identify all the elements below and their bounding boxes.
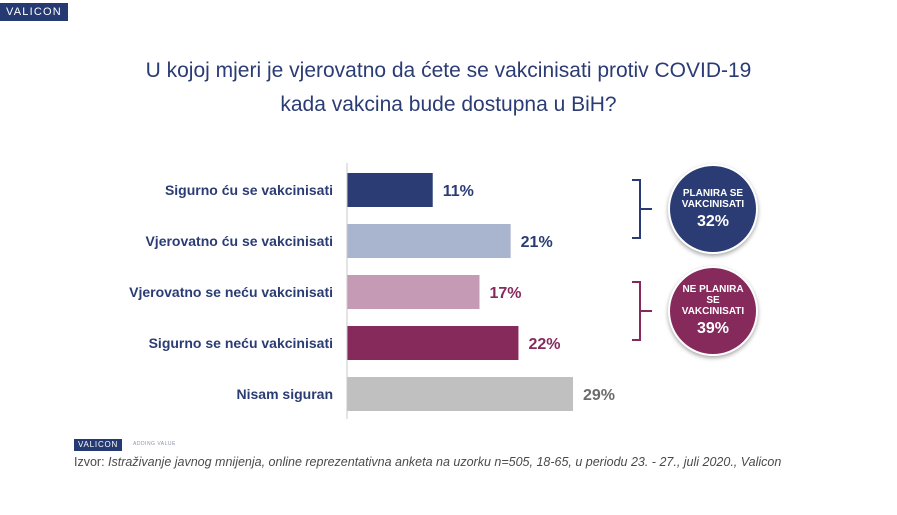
chart-title-line-2: kada vakcina bude dostupna u BiH? <box>280 93 617 116</box>
group-badge-label: NE PLANIRA SE VAKCINISATI <box>681 284 745 317</box>
source-prefix: Izvor: <box>74 455 109 469</box>
bars-layer: Sigurno ću se vakcinisati 11% Vjerovatno ć… <box>129 173 615 411</box>
bar <box>347 275 480 309</box>
valicon-logo: VALICON <box>0 3 68 21</box>
bar-value-label: 29% <box>583 387 615 404</box>
footer-valicon-logo: VALICON <box>74 439 123 451</box>
bar-value-label: 17% <box>489 285 521 302</box>
group-bracket-ne-planira <box>632 281 641 341</box>
bar <box>347 377 573 411</box>
bar-value-label: 21% <box>521 234 553 251</box>
group-badge-ne-planira: NE PLANIRA SE VAKCINISATI 39% <box>668 266 758 356</box>
category-label: Vjerovatno se neću vakcinisati <box>129 284 333 300</box>
bar <box>347 224 511 258</box>
group-badge-value: 32% <box>696 212 730 230</box>
category-label: Nisam siguran <box>237 386 333 402</box>
group-bracket-planira <box>632 179 641 239</box>
group-badge-label: PLANIRA SE VAKCINISATI <box>681 187 745 210</box>
chart-title-line-1: U kojoj mjeri je vjerovatno da ćete se v… <box>145 59 752 82</box>
category-label: Sigurno ću se vakcinisati <box>165 182 333 198</box>
bar <box>347 173 433 207</box>
bar-value-label: 11% <box>443 183 474 200</box>
source-text: Istraživanje javnog mnijenja, online rep… <box>108 455 782 469</box>
footer-tagline: ADDING VALUE <box>133 441 176 447</box>
bar-value-label: 22% <box>528 336 560 353</box>
group-badge-planira: PLANIRA SE VAKCINISATI 32% <box>668 164 758 254</box>
chart-title: U kojoj mjeri je vjerovatno da ćete se v… <box>0 54 897 122</box>
source-note: Izvor: Istraživanje javnog mnijenja, onl… <box>74 455 781 469</box>
category-label: Sigurno se neću vakcinisati <box>149 335 333 351</box>
group-badge-value: 39% <box>696 320 730 337</box>
category-label: Vjerovatno ću se vakcinisati <box>145 233 333 249</box>
bar <box>347 326 519 360</box>
